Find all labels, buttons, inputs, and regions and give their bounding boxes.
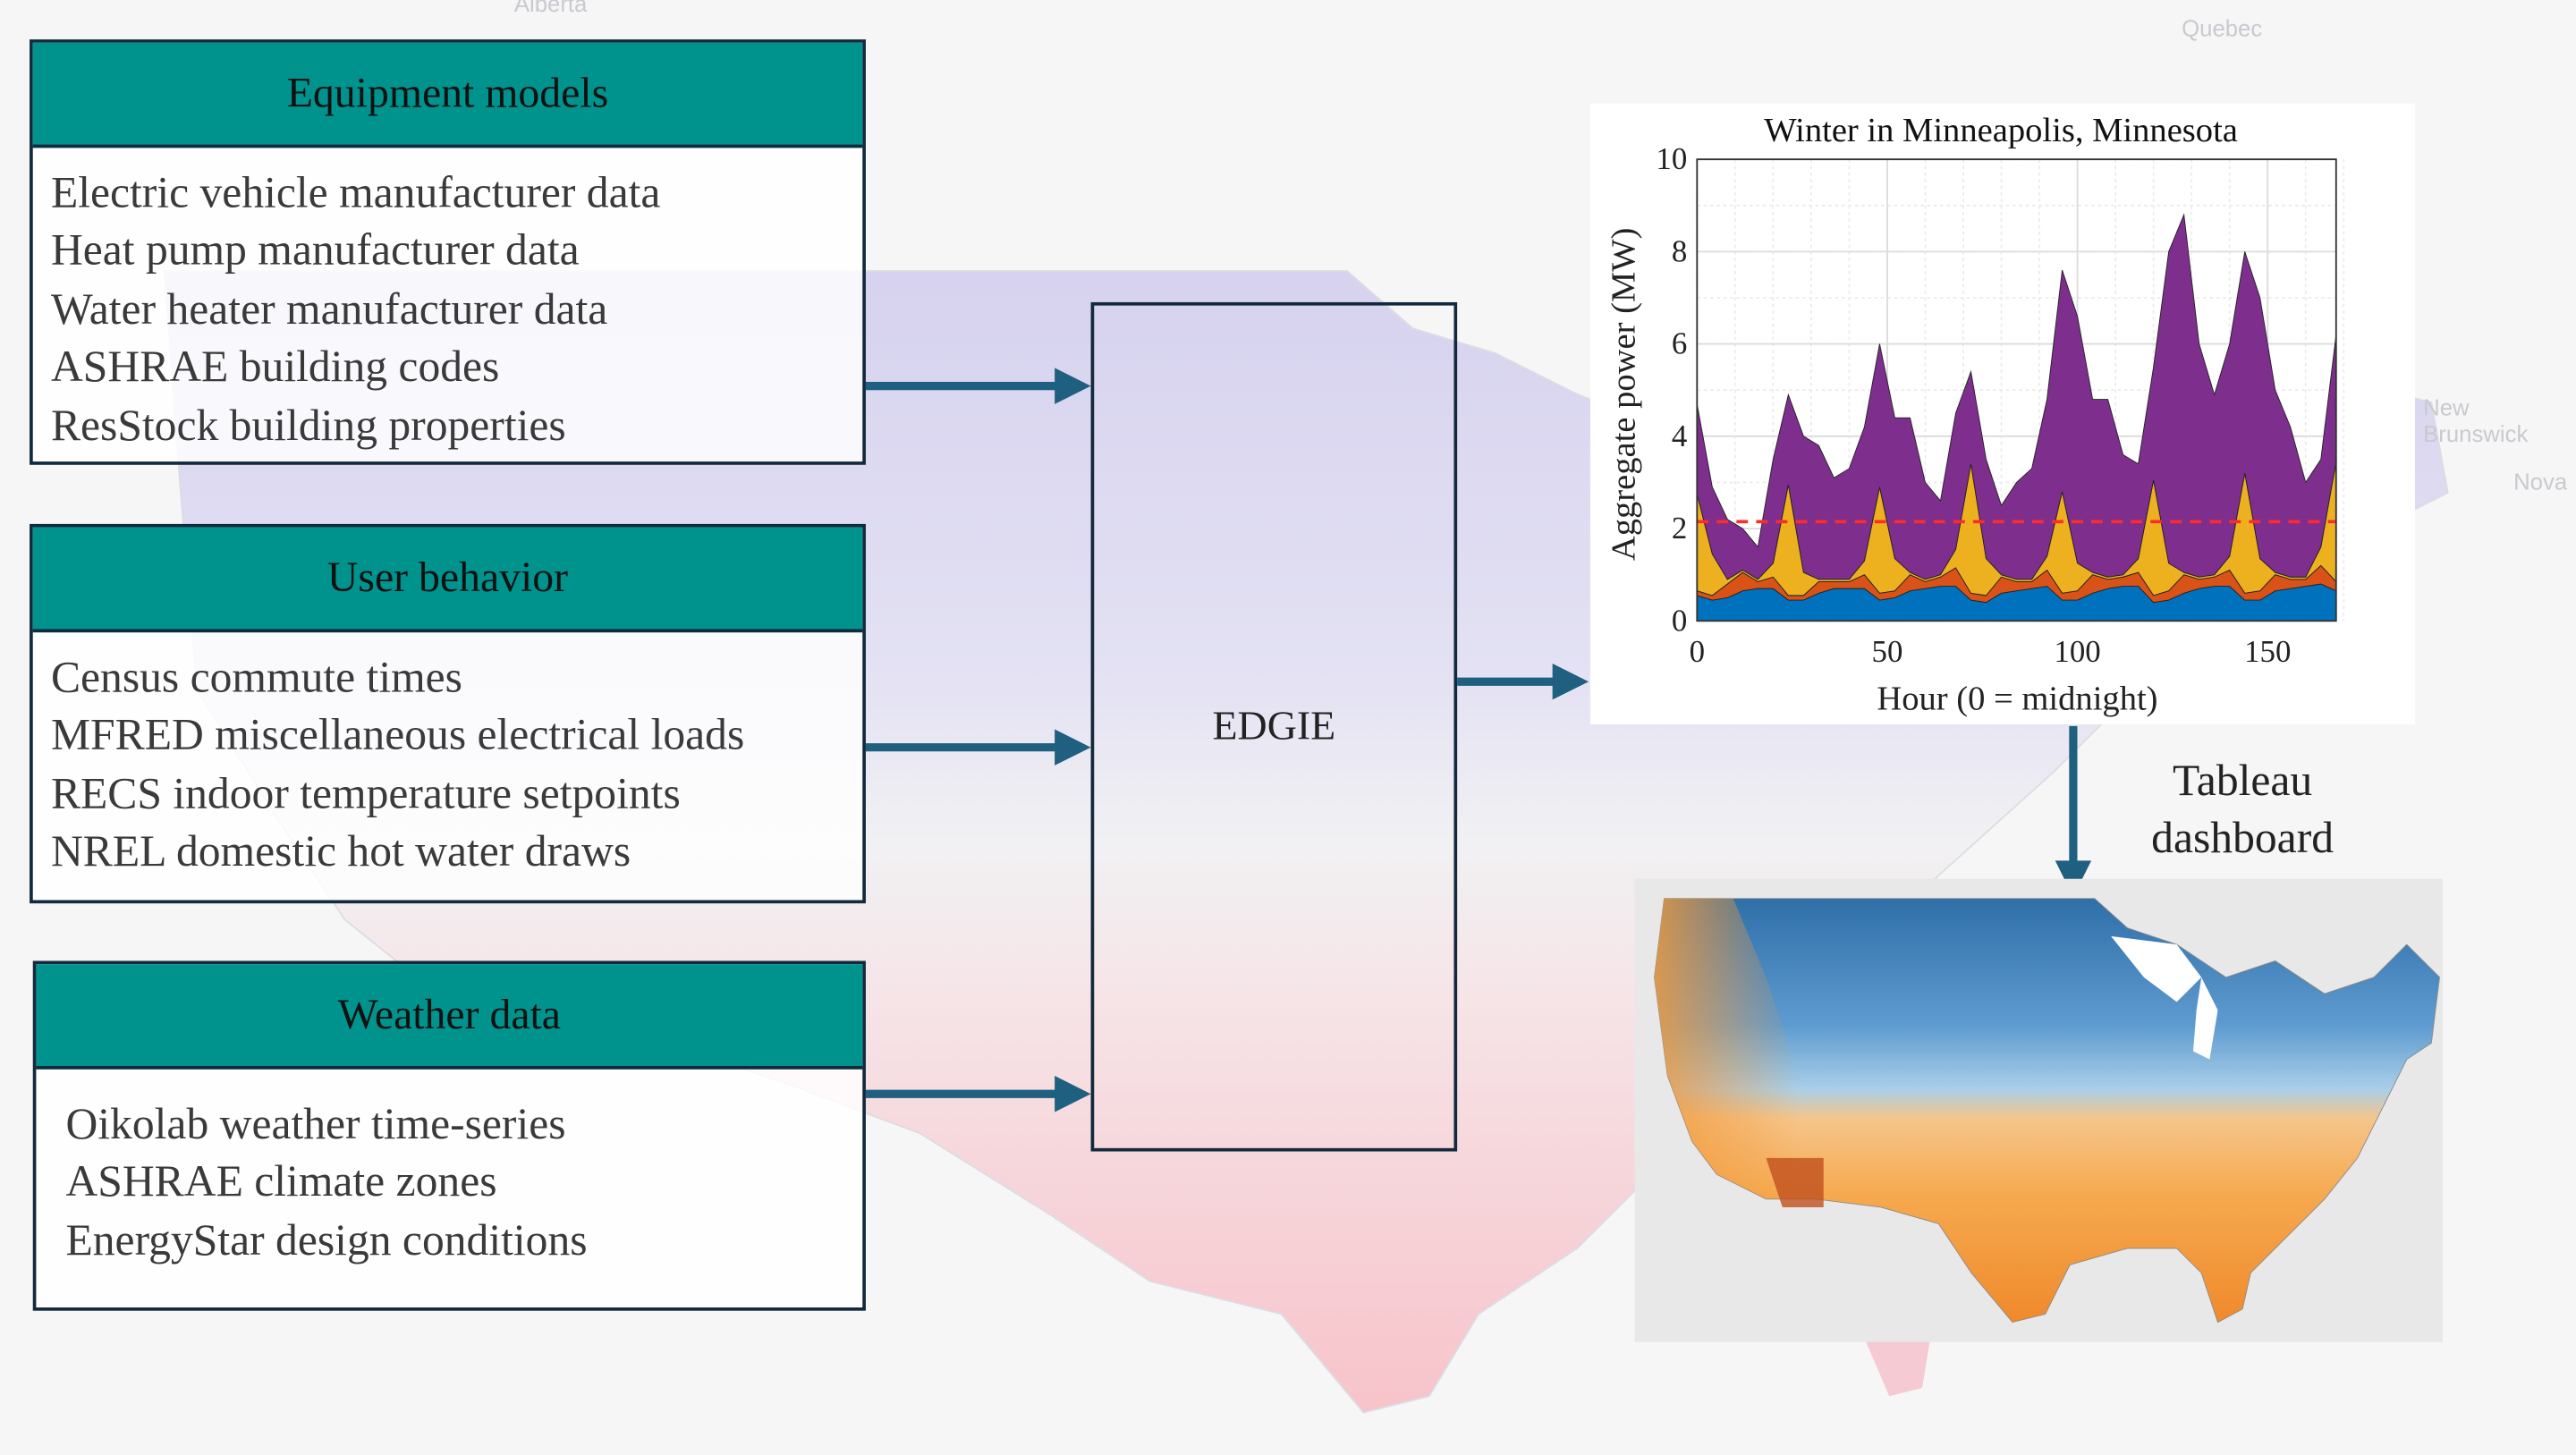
- list-item: NREL domestic hot water draws: [50, 826, 631, 876]
- y-tick-label: 2: [1672, 511, 1687, 546]
- y-tick-label: 8: [1672, 233, 1687, 268]
- x-tick-label: 100: [2054, 634, 2100, 669]
- map-label: Alberta: [513, 0, 588, 17]
- chart-title: Winter in Minneapolis, Minnesota: [1764, 112, 2238, 149]
- box-header: Equipment models: [32, 42, 863, 148]
- list-item: MFRED miscellaneous electrical loads: [50, 710, 745, 760]
- stacked-area-chart: 0 50 100 150 0 2 4 6 8 10 Winter in Minneapolis, …: [1606, 112, 2345, 717]
- list-item: Water heater manufacturer data: [50, 283, 608, 334]
- input-box-weather-data: Weather data Oikolab weather time-series…: [32, 960, 866, 1311]
- y-tick-label: 10: [1656, 141, 1687, 176]
- y-tick-label: 6: [1672, 326, 1687, 361]
- list-item: Heat pump manufacturer data: [50, 225, 580, 275]
- southwest-hot-region: [1766, 1157, 1824, 1207]
- box-header: User behavior: [32, 527, 863, 633]
- x-tick-label: 50: [1872, 634, 1903, 669]
- input-box-user-behavior: User behavior Census commute times MFRED…: [30, 523, 866, 904]
- list-item: EnergyStar design conditions: [65, 1214, 588, 1265]
- x-axis-label: Hour (0 = midnight): [1877, 680, 2157, 717]
- list-item: Electric vehicle manufacturer data: [50, 167, 661, 217]
- plot-frame: [1696, 158, 2337, 622]
- list-item: Oikolab weather time-series: [65, 1098, 566, 1148]
- y-axis-label: Aggregate power (MW): [1606, 227, 1643, 561]
- label-line: dashboard: [2151, 813, 2334, 863]
- tableau-dashboard-label: Tableau dashboard: [2119, 752, 2366, 867]
- box-header: Weather data: [36, 964, 863, 1070]
- map-label: Nova: [2513, 468, 2568, 495]
- florida-tip: [1864, 1338, 1931, 1397]
- list-item: ResStock building properties: [50, 400, 566, 450]
- input-box-equipment-models: Equipment models Electric vehicle manufa…: [30, 39, 866, 465]
- x-tick-label: 150: [2244, 634, 2291, 669]
- x-tick-label: 0: [1690, 634, 1705, 669]
- edgie-model-box: EDGIE: [1090, 301, 1458, 1152]
- map-label: Quebec: [2182, 14, 2263, 41]
- map-label: New Brunswick: [2423, 393, 2529, 447]
- y-tick-label: 0: [1672, 603, 1687, 638]
- list-item: RECS indoor temperature setpoints: [50, 768, 681, 818]
- y-tick-label: 4: [1672, 419, 1687, 453]
- list-item: ASHRAE climate zones: [65, 1156, 497, 1206]
- lake-michigan: [2192, 977, 2218, 1060]
- list-item: ASHRAE building codes: [50, 342, 500, 392]
- great-lakes: [2111, 935, 2202, 1002]
- tableau-dashboard-map[interactable]: [1634, 878, 2444, 1342]
- west-coast-region: [1654, 898, 1800, 1199]
- label-line: Tableau: [2172, 755, 2313, 805]
- list-item: Census commute times: [50, 652, 463, 702]
- edgie-label: EDGIE: [1212, 704, 1336, 749]
